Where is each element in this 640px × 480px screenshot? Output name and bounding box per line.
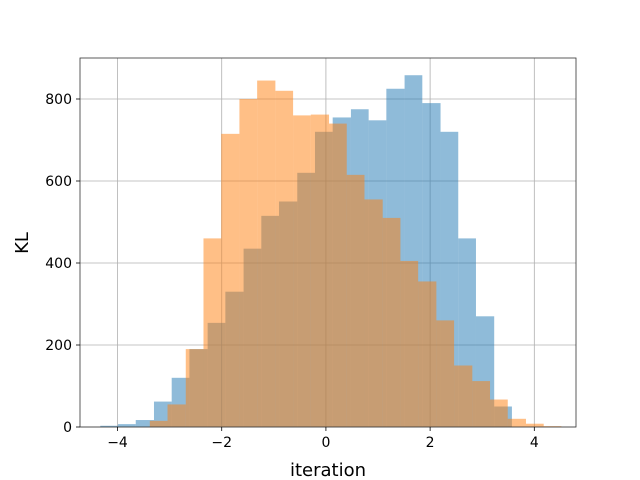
- histogram-bar-series-2: [149, 420, 168, 427]
- histogram-bar-series-1: [118, 424, 136, 427]
- histogram-bar-series-1: [100, 425, 119, 427]
- histogram-bar-series-2: [507, 418, 526, 427]
- histogram-bar-series-1: [153, 401, 172, 427]
- histogram-bar-series-2: [346, 174, 365, 427]
- histogram-bar-series-2: [329, 123, 347, 427]
- histogram-bar-series-2: [239, 99, 258, 427]
- histogram-bar-series-2: [454, 365, 473, 427]
- x-tick-label: 0: [321, 435, 330, 451]
- histogram-bar-series-2: [310, 114, 330, 427]
- x-tick-label: −2: [211, 435, 232, 451]
- histogram-bar-series-2: [543, 426, 562, 427]
- histogram-bar-series-2: [382, 217, 401, 427]
- histogram-bar-series-2: [490, 399, 508, 427]
- histogram-bar-series-1: [135, 420, 154, 427]
- histogram-bar-series-2: [203, 238, 222, 427]
- histogram-bar-series-2: [472, 381, 491, 427]
- y-tick-label: 200: [45, 338, 72, 354]
- histogram-bar-series-2: [400, 260, 419, 427]
- histogram-bar-series-2: [418, 281, 437, 427]
- histogram-bar-series-2: [221, 133, 240, 427]
- x-tick-label: −4: [107, 435, 128, 451]
- x-tick-label: 4: [530, 435, 539, 451]
- y-tick-label: 400: [45, 256, 72, 272]
- histogram-bar-series-2: [257, 80, 276, 428]
- axis-ticks: −4 −2 0 2 4 0 200 400 600 800: [45, 92, 539, 451]
- histogram-bar-series-2: [364, 199, 383, 427]
- y-tick-label: 800: [45, 92, 72, 108]
- histogram-bar-series-2: [185, 349, 204, 427]
- histogram-bar-series-2: [293, 115, 311, 428]
- histogram-bars: [100, 75, 562, 428]
- histogram-bar-series-2: [275, 90, 294, 428]
- x-axis-label: iteration: [290, 460, 366, 480]
- x-tick-label: 2: [426, 435, 435, 451]
- histogram-bar-series-2: [436, 320, 455, 427]
- histogram-bar-series-2: [525, 423, 544, 427]
- y-tick-label: 0: [63, 420, 72, 436]
- y-tick-label: 600: [45, 174, 72, 190]
- histogram-bar-series-2: [167, 404, 186, 427]
- plot-frame: [79, 57, 577, 428]
- y-axis-label: KL: [12, 232, 33, 254]
